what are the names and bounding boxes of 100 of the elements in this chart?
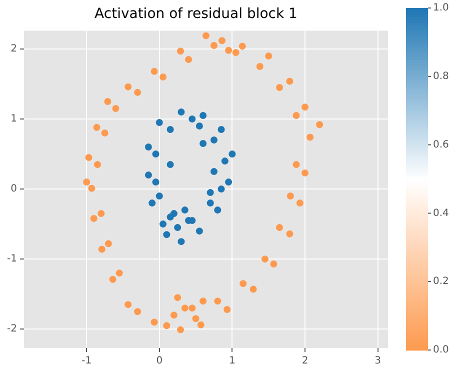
point xyxy=(174,224,182,232)
point xyxy=(150,318,158,326)
point xyxy=(224,306,231,313)
color-bar-label: 0.4 xyxy=(433,208,449,219)
x-tick-label: 1 xyxy=(229,356,236,367)
x-tick-label: -1 xyxy=(82,356,92,367)
point xyxy=(218,186,225,193)
point xyxy=(210,136,218,144)
point xyxy=(240,280,247,288)
point xyxy=(276,84,284,92)
point xyxy=(270,260,278,268)
point xyxy=(292,161,300,168)
point xyxy=(261,256,268,263)
point xyxy=(200,140,207,148)
point xyxy=(144,172,152,179)
x-tick-label: 0 xyxy=(156,356,163,367)
point xyxy=(160,220,167,228)
y-tick-label: -2 xyxy=(6,324,17,335)
point xyxy=(98,246,106,253)
point xyxy=(214,206,222,214)
point xyxy=(160,74,167,81)
point xyxy=(152,178,160,186)
y-tick-label: 2 xyxy=(10,44,17,55)
point xyxy=(148,200,156,207)
point xyxy=(196,228,203,235)
x-tick-label: 2 xyxy=(302,356,308,367)
point xyxy=(163,322,170,330)
point xyxy=(104,98,112,106)
point xyxy=(210,42,218,50)
y-tick-label: 1 xyxy=(10,114,17,125)
point xyxy=(221,158,228,165)
point xyxy=(225,178,232,186)
point xyxy=(116,270,123,277)
point xyxy=(196,122,203,130)
point xyxy=(200,298,207,305)
point xyxy=(286,78,294,85)
point xyxy=(218,37,226,44)
point xyxy=(112,105,120,112)
point xyxy=(276,224,284,232)
point xyxy=(85,154,92,162)
point xyxy=(166,161,174,168)
point xyxy=(188,116,196,123)
y-tick-label: -1 xyxy=(6,254,17,265)
point xyxy=(185,56,192,64)
point xyxy=(210,168,218,176)
point xyxy=(170,210,178,218)
point xyxy=(98,210,105,218)
point xyxy=(101,130,108,137)
point xyxy=(302,169,308,176)
point xyxy=(152,150,160,158)
point xyxy=(265,52,272,60)
point xyxy=(250,286,257,293)
point xyxy=(206,189,214,196)
point xyxy=(134,88,142,96)
point xyxy=(156,119,163,126)
point xyxy=(206,200,214,207)
point xyxy=(156,192,163,200)
point xyxy=(214,298,222,305)
point xyxy=(306,134,314,141)
point xyxy=(225,46,232,54)
point xyxy=(109,276,116,283)
point xyxy=(178,238,185,246)
point xyxy=(181,304,188,312)
point xyxy=(202,32,210,40)
point xyxy=(256,63,264,70)
point xyxy=(177,326,184,334)
point xyxy=(178,108,185,116)
point xyxy=(124,83,132,90)
point xyxy=(238,42,246,50)
point xyxy=(192,315,200,322)
point xyxy=(150,68,158,75)
point xyxy=(174,294,182,302)
point xyxy=(83,178,90,186)
point xyxy=(286,230,294,238)
point xyxy=(292,112,300,120)
point xyxy=(200,112,207,120)
point xyxy=(197,321,204,328)
color-bar-label: 0.2 xyxy=(433,276,449,288)
point xyxy=(93,124,100,131)
point xyxy=(124,301,132,308)
point xyxy=(232,49,240,56)
point xyxy=(188,304,196,312)
point xyxy=(166,126,174,134)
point xyxy=(163,231,170,238)
point xyxy=(181,206,188,214)
point xyxy=(104,240,112,248)
point xyxy=(228,150,236,158)
y-tick-label: 0 xyxy=(10,184,17,195)
x-tick-label: 3 xyxy=(374,356,381,367)
point xyxy=(170,312,178,319)
point xyxy=(144,144,152,151)
point xyxy=(286,192,294,200)
point xyxy=(218,126,225,134)
point xyxy=(134,308,142,316)
point xyxy=(90,214,98,222)
point xyxy=(88,184,96,192)
point xyxy=(94,161,102,168)
point xyxy=(302,104,308,111)
color-bar-label: 0.0 xyxy=(433,344,449,356)
color-bar-label: 0.8 xyxy=(433,70,449,82)
